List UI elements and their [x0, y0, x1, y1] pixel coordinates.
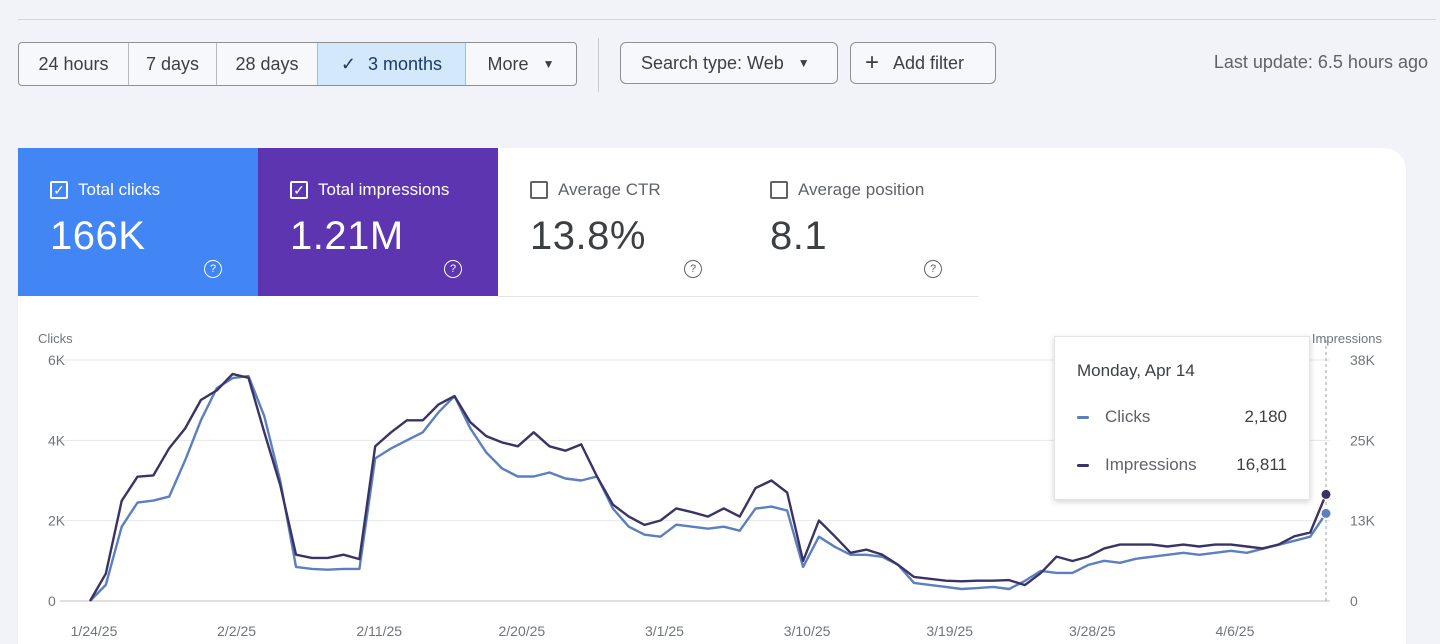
search-type-label: Search type: Web — [641, 52, 784, 73]
checkbox-checked-icon[interactable]: ✓ — [50, 181, 68, 199]
x-tick-label: 3/10/25 — [784, 623, 831, 639]
y-left-tick-label: 6K — [48, 352, 66, 368]
add-filter-button[interactable]: + Add filter — [850, 42, 996, 84]
tooltip-series-name: Clicks — [1105, 407, 1151, 426]
chart-tooltip: Monday, Apr 14 Clicks 2,180 Impressions … — [1054, 336, 1310, 500]
y-right-tick-label: 0 — [1350, 593, 1358, 609]
add-filter-label: Add filter — [893, 52, 965, 73]
top-divider — [18, 19, 1436, 20]
date-range-selector: 24 hours 7 days 28 days ✓ 3 months More ▼ — [18, 42, 577, 86]
tooltip-series-value: 16,811 — [1236, 455, 1287, 474]
range-label: 3 months — [368, 53, 443, 74]
metric-label: Total impressions — [318, 180, 450, 199]
metric-divider — [498, 296, 978, 297]
y-right-tick-label: 13K — [1350, 513, 1376, 529]
impressions-legend-swatch — [1077, 463, 1089, 467]
y-right-tick-label: 38K — [1350, 352, 1376, 368]
tooltip-row-clicks: Clicks 2,180 — [1077, 405, 1287, 429]
y-left-tick-label: 0 — [48, 593, 56, 609]
caret-down-icon: ▼ — [542, 57, 555, 71]
hover-point-impressions — [1320, 488, 1332, 500]
y-left-tick-label: 2K — [48, 513, 66, 529]
range-label: More — [487, 53, 529, 74]
x-tick-label: 2/11/25 — [356, 623, 402, 639]
range-24-hours-button[interactable]: 24 hours — [19, 43, 129, 85]
checkbox-unchecked-icon[interactable] — [770, 181, 788, 199]
checkbox-checked-icon[interactable]: ✓ — [290, 181, 308, 199]
caret-down-icon: ▼ — [797, 56, 810, 70]
toolbar-divider — [598, 38, 599, 92]
y-left-tick-label: 4K — [48, 432, 66, 448]
metric-value: 1.21M — [290, 214, 404, 258]
help-icon[interactable]: ? — [444, 260, 462, 278]
range-label: 24 hours — [38, 53, 109, 74]
search-type-dropdown[interactable]: Search type: Web ▼ — [620, 42, 838, 84]
x-tick-label: 3/19/25 — [926, 623, 973, 639]
help-icon[interactable]: ? — [204, 260, 222, 278]
checkbox-unchecked-icon[interactable] — [530, 181, 548, 199]
metric-total-clicks[interactable]: ✓ Total clicks 166K ? — [18, 148, 258, 296]
x-tick-label: 3/1/25 — [645, 623, 684, 639]
check-icon: ✓ — [340, 53, 357, 74]
y-right-axis-label: Impressions — [1312, 331, 1383, 346]
metric-average-ctr[interactable]: Average CTR 13.8% ? — [498, 148, 738, 296]
tooltip-date: Monday, Apr 14 — [1077, 361, 1195, 380]
series-line-impressions — [88, 372, 1328, 602]
series-line-clicks — [89, 374, 1327, 602]
metric-value: 166K — [50, 214, 146, 258]
x-tick-label: 4/6/25 — [1215, 623, 1254, 639]
metric-value: 13.8% — [530, 214, 646, 258]
range-3-months-button[interactable]: ✓ 3 months — [318, 43, 466, 85]
range-more-button[interactable]: More ▼ — [466, 43, 576, 85]
metric-label: Average position — [798, 180, 925, 199]
metric-value: 8.1 — [770, 214, 828, 258]
x-tick-label: 1/24/25 — [71, 623, 118, 639]
last-update-text: Last update: 6.5 hours ago — [1213, 52, 1428, 72]
tooltip-row-impressions: Impressions 16,811 — [1077, 453, 1287, 477]
metric-label: Total clicks — [78, 180, 161, 199]
y-left-axis-label: Clicks — [38, 331, 73, 346]
help-icon[interactable]: ? — [684, 260, 702, 278]
metric-total-impressions[interactable]: ✓ Total impressions 1.21M ? — [258, 148, 498, 296]
plus-icon: + — [865, 49, 880, 76]
y-right-tick-label: 25K — [1350, 432, 1376, 448]
x-tick-label: 2/20/25 — [498, 623, 545, 639]
range-28-days-button[interactable]: 28 days — [217, 43, 318, 85]
range-7-days-button[interactable]: 7 days — [129, 43, 217, 85]
tooltip-series-value: 2,180 — [1244, 407, 1287, 426]
clicks-legend-swatch — [1077, 415, 1089, 419]
x-tick-label: 3/28/25 — [1069, 623, 1116, 639]
tooltip-series-name: Impressions — [1105, 455, 1197, 474]
metric-average-position[interactable]: Average position 8.1 ? — [738, 148, 978, 296]
range-label: 7 days — [145, 53, 200, 74]
range-label: 28 days — [235, 53, 299, 74]
help-icon[interactable]: ? — [924, 260, 942, 278]
metric-label: Average CTR — [558, 180, 661, 199]
hover-point-clicks — [1320, 507, 1332, 519]
x-tick-label: 2/2/25 — [217, 623, 256, 639]
